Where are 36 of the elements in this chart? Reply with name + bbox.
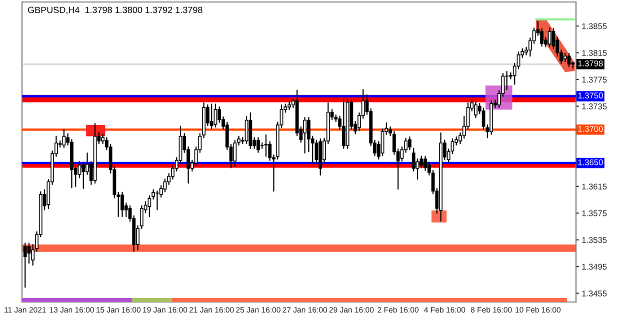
candlestick [244,116,248,144]
y-tick-label: 1.3535 [582,237,607,243]
candlestick [62,129,66,148]
candlestick [408,136,412,150]
candlestick [155,190,159,210]
candlestick [27,242,31,264]
chart-title: GBPUSD,H4 1.3798 1.3800 1.3792 1.3798 [28,6,202,14]
y-tick-label: 1.3735 [582,103,607,110]
ref-line-label: 1.3798 [578,60,603,66]
candlestick [548,28,552,48]
candlestick [264,134,268,157]
candlestick [288,101,291,110]
candlestick [342,98,346,149]
y-tick-label: 1.3775 [582,76,607,83]
ref-line-label: 1.3750 [578,92,603,98]
candlestick [148,195,152,218]
candlestick [233,140,237,167]
ref-line-label: 1.3650 [578,159,603,166]
candlestick [120,192,124,218]
candlestick [23,242,27,288]
y-tick-label: 1.3455 [582,290,607,296]
candlestick [567,52,571,68]
candlestick [474,102,478,118]
candlestick [380,128,384,156]
candlestick [256,137,260,153]
candlestick [505,70,509,90]
y-tick-label: 1.3495 [582,264,607,270]
candlestick [303,117,307,154]
y-tick-label: 1.3815 [582,50,607,56]
y-tick-label: 1.3575 [582,210,607,216]
y-tick-label: 1.3615 [582,184,607,190]
candlestick [210,104,214,129]
candlestick [82,162,86,189]
ref-line-label: 1.3700 [578,126,603,132]
candlestick [78,161,82,178]
y-tick-label: 1.3855 [582,23,607,30]
